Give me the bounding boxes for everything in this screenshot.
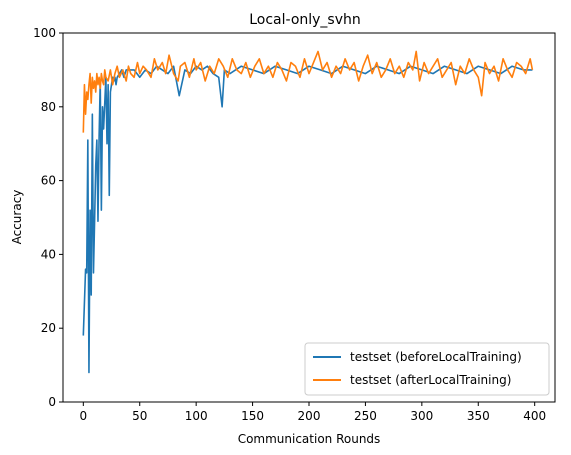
x-tick-label: 200 <box>298 409 321 423</box>
x-tick-label: 400 <box>523 409 546 423</box>
legend-label-after: testset (afterLocalTraining) <box>350 373 511 387</box>
y-axis-ticks: 0 20 40 60 80 100 <box>33 26 63 409</box>
y-tick-label: 60 <box>41 174 56 188</box>
x-tick-label: 350 <box>467 409 490 423</box>
y-tick-label: 80 <box>41 100 56 114</box>
y-tick-label: 40 <box>41 247 56 261</box>
x-tick-label: 50 <box>132 409 147 423</box>
series-line-after-local-training <box>83 51 532 132</box>
x-tick-label: 250 <box>354 409 377 423</box>
x-axis-label: Communication Rounds <box>238 432 381 446</box>
chart-title: Local-only_svhn <box>249 12 361 28</box>
x-tick-label: 150 <box>241 409 264 423</box>
y-tick-label: 100 <box>33 26 56 40</box>
legend: testset (beforeLocalTraining) testset (a… <box>305 343 549 395</box>
x-tick-label: 0 <box>79 409 87 423</box>
legend-label-before: testset (beforeLocalTraining) <box>350 350 522 364</box>
x-axis-ticks: 0 50 100 150 200 250 300 350 400 <box>79 402 546 423</box>
x-tick-label: 300 <box>410 409 433 423</box>
y-tick-label: 20 <box>41 321 56 335</box>
series-layer <box>83 51 532 372</box>
x-tick-label: 100 <box>185 409 208 423</box>
series-line-before-local-training <box>83 66 532 372</box>
y-tick-label: 0 <box>48 395 56 409</box>
y-axis-label: Accuracy <box>10 190 24 245</box>
